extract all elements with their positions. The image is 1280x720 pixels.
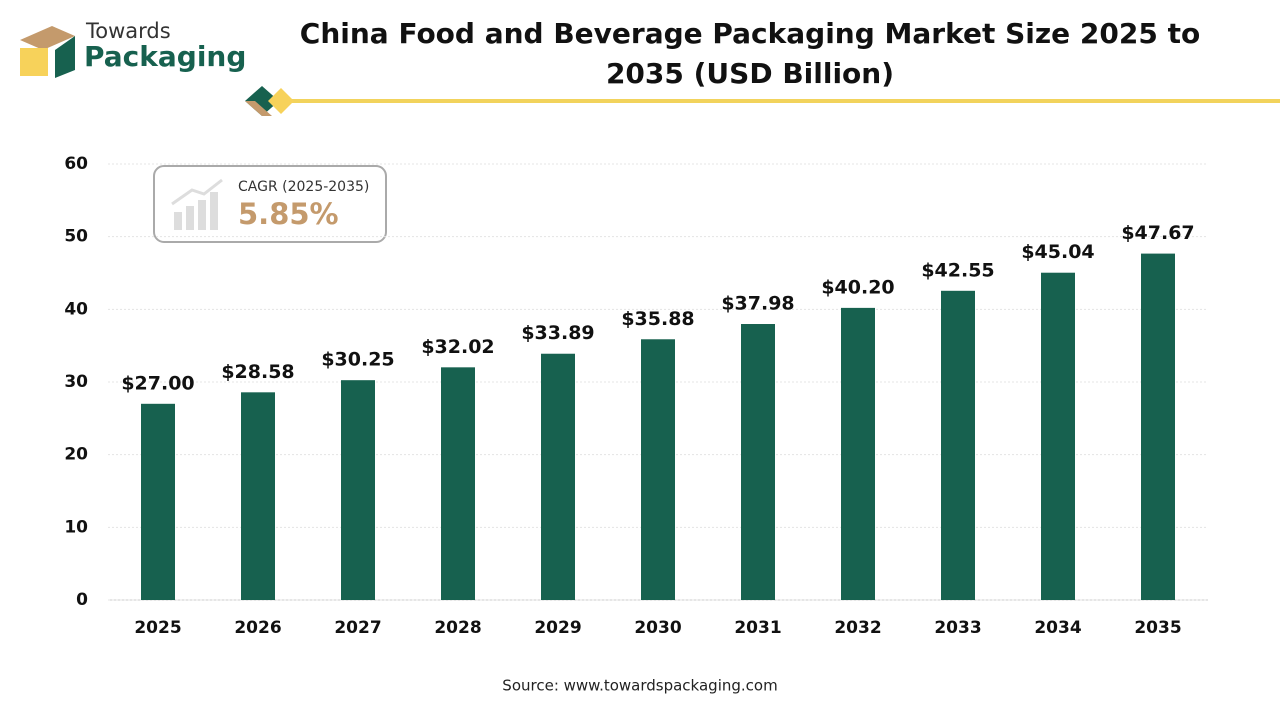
chart-title: China Food and Beverage Packaging Market… (299, 17, 1201, 90)
bar (941, 290, 975, 600)
cagr-box: CAGR (2025-2035) 5.85% (153, 165, 387, 243)
x-tick-label: 2027 (334, 618, 381, 638)
y-tick-label: 60 (64, 154, 88, 174)
bar (641, 339, 675, 600)
logo: Towards Packaging (20, 19, 246, 78)
value-label: $33.89 (521, 322, 594, 344)
value-label: $47.67 (1121, 222, 1194, 244)
x-tick-label: 2032 (834, 618, 881, 638)
value-label: $30.25 (321, 349, 394, 371)
cagr-label: CAGR (2025-2035) (238, 179, 369, 195)
y-tick-label: 30 (64, 372, 88, 392)
value-label: $35.88 (621, 308, 694, 330)
bar (441, 367, 475, 600)
x-tick-label: 2026 (234, 618, 281, 638)
x-tick-label: 2030 (634, 618, 681, 638)
x-tick-label: 2034 (1034, 618, 1081, 638)
value-label: $45.04 (1021, 241, 1094, 263)
brand-line2: Packaging (84, 40, 246, 73)
bar (241, 392, 275, 600)
bar (341, 380, 375, 600)
x-tick-label: 2033 (934, 618, 981, 638)
y-tick-label: 0 (76, 590, 88, 610)
x-tick-label: 2028 (434, 618, 481, 638)
bar (841, 307, 875, 600)
bar (141, 403, 175, 600)
title-ornament (245, 86, 1280, 116)
x-tick-label: 2035 (1134, 618, 1181, 638)
x-tick-label: 2025 (134, 618, 181, 638)
bar (1141, 253, 1175, 600)
x-tick-label: 2031 (734, 618, 781, 638)
value-label: $37.98 (721, 293, 794, 315)
y-tick-label: 20 (64, 445, 88, 465)
value-label: $40.20 (821, 276, 894, 298)
value-label: $42.55 (921, 259, 994, 281)
value-label: $28.58 (221, 361, 294, 383)
brand-line1: Towards (85, 19, 171, 43)
source: Source: www.towardspackaging.com (502, 677, 777, 695)
y-tick-label: 40 (64, 299, 88, 319)
y-tick-label: 50 (64, 227, 88, 247)
bar (741, 324, 775, 600)
bar (541, 353, 575, 600)
cagr-value: 5.85% (238, 197, 339, 231)
x-tick-label: 2029 (534, 618, 581, 638)
bar (1041, 272, 1075, 600)
y-tick-label: 10 (64, 517, 88, 537)
value-label: $32.02 (421, 336, 494, 358)
value-label: $27.00 (121, 372, 194, 394)
